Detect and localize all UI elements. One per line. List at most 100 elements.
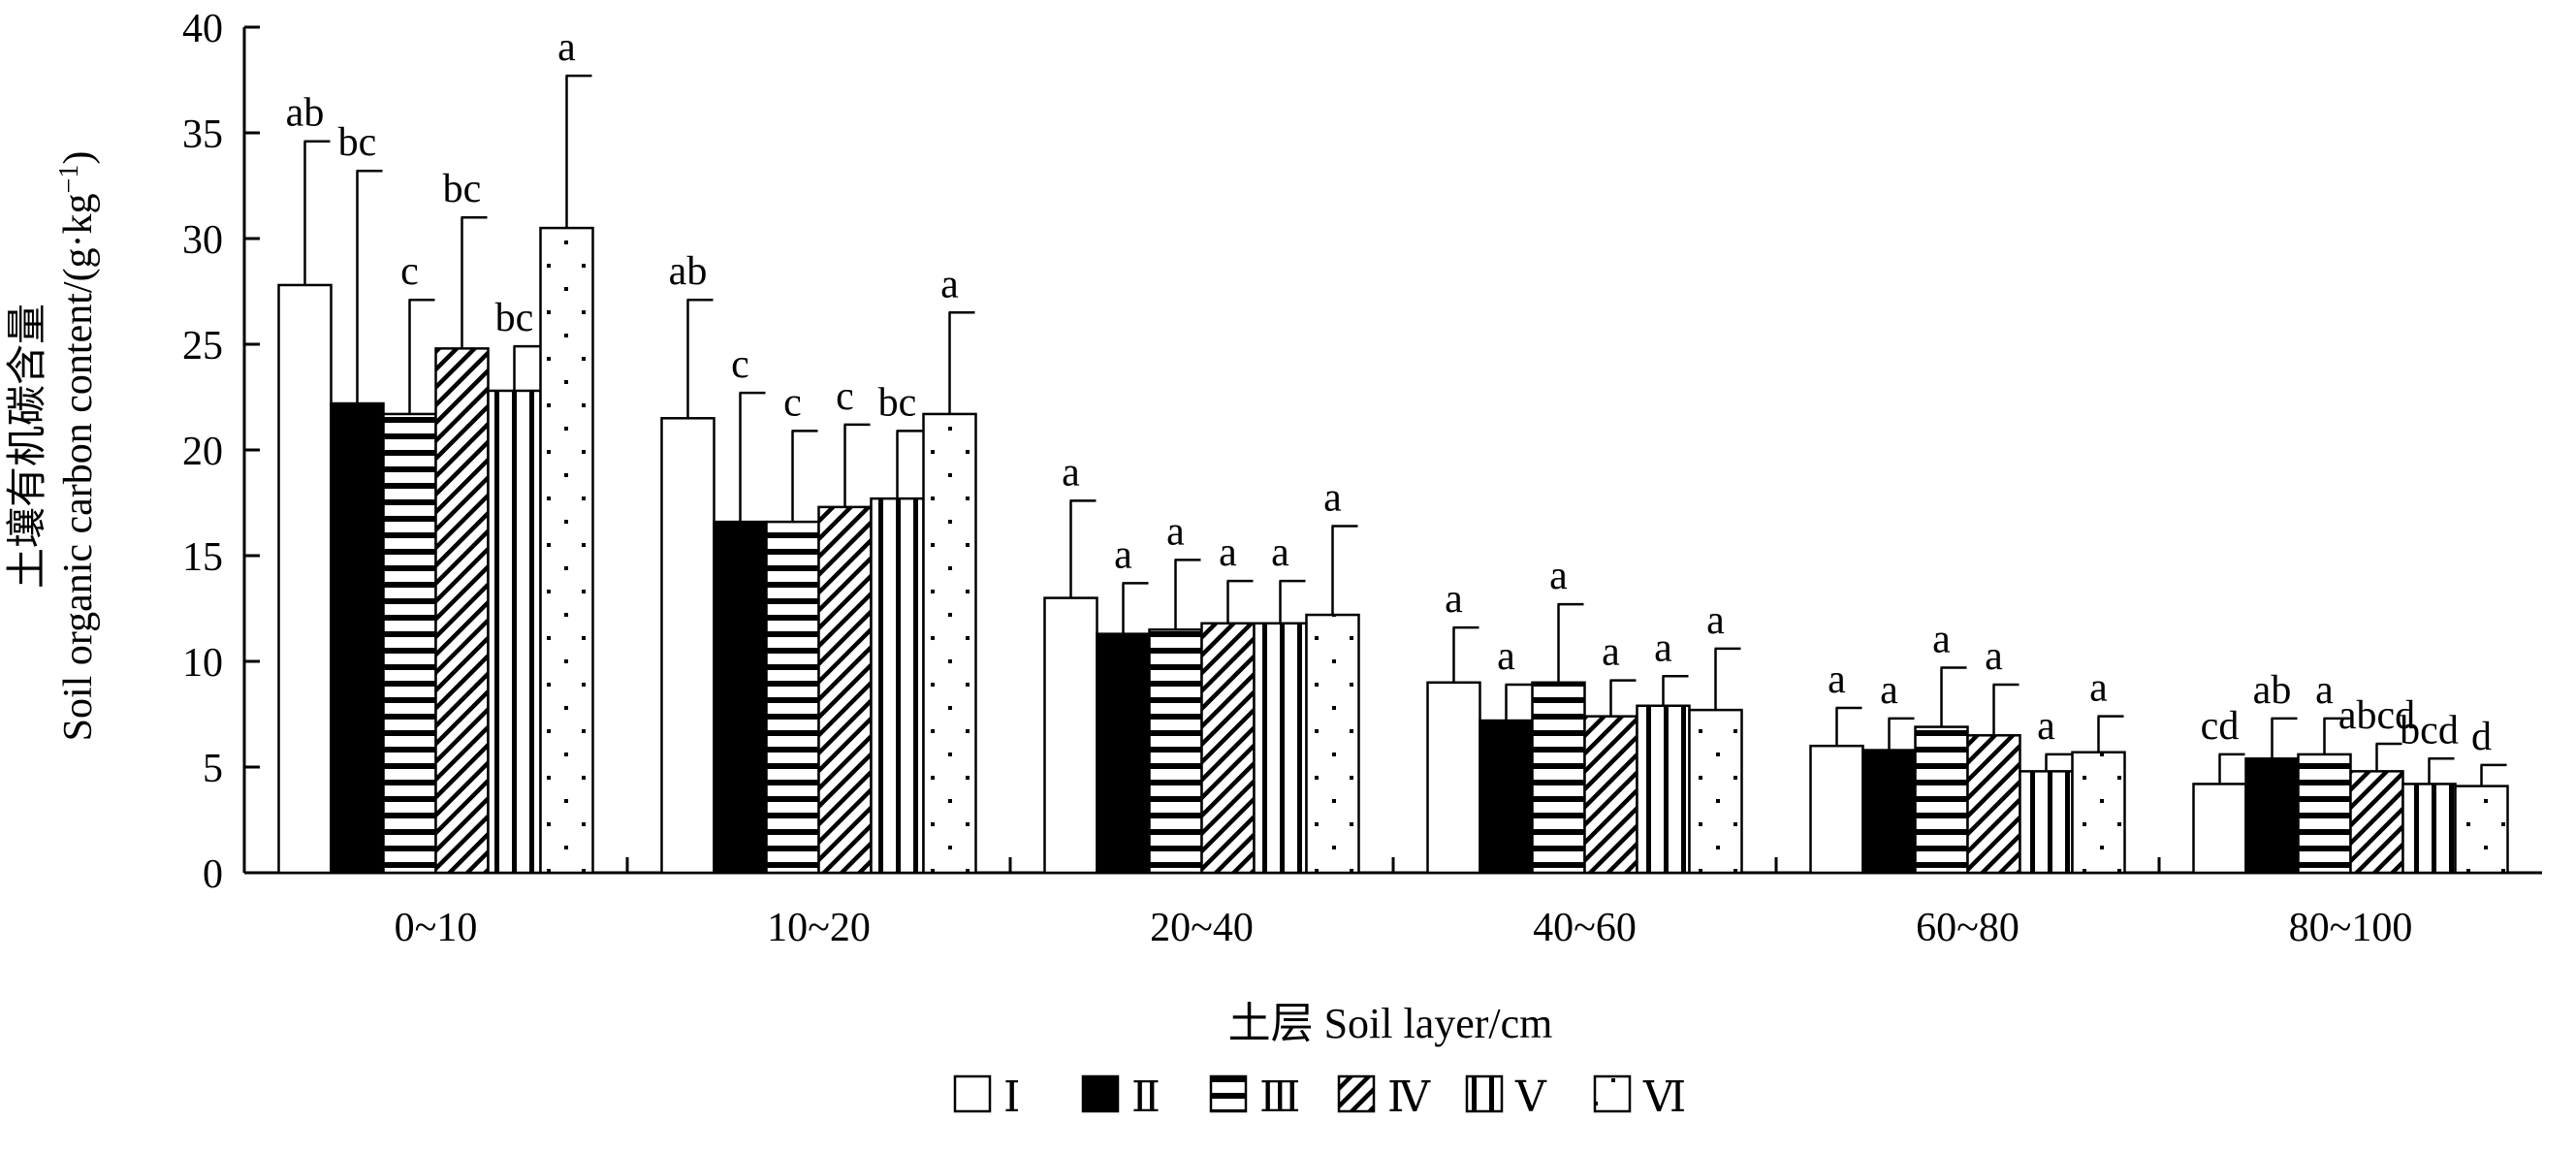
significance-label: c: [400, 249, 419, 294]
significance-label: a: [940, 262, 959, 306]
y-tick-label: 15: [182, 535, 223, 580]
legend-label: Ⅱ: [1131, 1073, 1161, 1121]
y-tick-label: 30: [182, 218, 223, 263]
significance-label: ab: [286, 91, 325, 136]
y-tick-label: 25: [182, 324, 223, 368]
significance-label: bc: [878, 380, 917, 425]
significance-label: a: [1706, 598, 1725, 643]
significance-label: bc: [495, 296, 534, 340]
significance-label: a: [1880, 668, 1898, 713]
significance-label: c: [836, 374, 854, 419]
significance-label: a: [1932, 618, 1951, 662]
x-tick-label: 10~20: [767, 906, 871, 950]
bar: [2192, 783, 2247, 875]
legend-swatch: [1465, 1074, 1504, 1113]
legend-label: Ⅰ: [1003, 1073, 1020, 1121]
bar: [2019, 770, 2074, 875]
bar: [1809, 744, 1864, 875]
legend-swatch: [1209, 1074, 1248, 1113]
bar: [817, 505, 873, 875]
significance-label: a: [2089, 666, 2108, 711]
significance-label: a: [1271, 530, 1289, 575]
significance-label: d: [2471, 715, 2492, 759]
significance-label: c: [731, 342, 749, 387]
significance-label: a: [1166, 509, 1185, 554]
legend-label: Ⅴ: [1514, 1073, 1547, 1121]
y-axis-title-cn: 土壤有机碳含量: [5, 304, 50, 589]
y-tick-label: 10: [182, 641, 223, 686]
bar: [1583, 715, 1638, 875]
bar: [1043, 596, 1098, 875]
bar: [870, 496, 925, 875]
significance-label: a: [2315, 668, 2334, 713]
bar: [1636, 704, 1691, 875]
x-tick-label: 60~80: [1916, 906, 2019, 950]
x-tick-label: 80~100: [2289, 906, 2413, 950]
y-tick-label: 0: [203, 852, 223, 897]
x-tick-label: 20~40: [1150, 906, 1254, 950]
bar: [1861, 749, 1917, 875]
bar: [1148, 628, 1203, 875]
significance-label: bc: [338, 120, 377, 165]
significance-label: a: [1549, 554, 1568, 598]
legend-label: Ⅳ: [1387, 1073, 1431, 1121]
y-axis-title-en: Soil organic carbon content/(g·kg−1): [54, 151, 101, 742]
bar: [1200, 622, 1256, 875]
significance-label: a: [1654, 625, 1672, 670]
legend-swatch: [1337, 1074, 1376, 1113]
bar: [1426, 681, 1481, 875]
significance-label: a: [1219, 530, 1237, 575]
bar: [1253, 622, 1308, 875]
bar: [330, 401, 385, 875]
bar: [1966, 734, 2021, 875]
significance-label: a: [1062, 450, 1080, 495]
bar: [765, 520, 820, 875]
significance-label: a: [1497, 634, 1515, 679]
x-tick-label: 0~10: [395, 906, 478, 950]
legend: Ⅰ Ⅱ Ⅲ Ⅳ Ⅴ Ⅵ: [953, 1073, 1686, 1121]
bar: [2071, 751, 2126, 875]
bar: [2349, 770, 2404, 875]
x-axis-title: 土层 Soil layer/cm: [1228, 1000, 1553, 1047]
bar: [2244, 757, 2300, 875]
bar: [382, 412, 437, 875]
significance-label: a: [1114, 532, 1132, 577]
significance-label: a: [1323, 475, 1342, 520]
y-tick-label: 35: [182, 112, 223, 157]
significance-label: a: [1445, 577, 1463, 622]
legend-swatch: [1593, 1074, 1632, 1113]
bar: [660, 417, 716, 875]
significance-label: ab: [2253, 668, 2292, 713]
bar: [1096, 632, 1151, 875]
bar: [2454, 785, 2509, 875]
significance-label: a: [557, 25, 576, 70]
bar: [922, 412, 977, 875]
bar: [1479, 719, 1534, 875]
bar: [2297, 753, 2352, 875]
significance-label: a: [2037, 704, 2055, 749]
significance-label: a: [1602, 630, 1620, 675]
significance-label: bc: [443, 167, 482, 211]
bar: [1531, 681, 1586, 875]
significance-label: bcd: [2400, 708, 2459, 753]
x-tick-label: 40~60: [1533, 906, 1637, 950]
significance-label: abcd: [2338, 693, 2415, 738]
bar: [2401, 783, 2457, 875]
bar: [1914, 725, 1969, 875]
legend-swatch: [1081, 1074, 1120, 1113]
significance-label: ab: [669, 249, 708, 294]
significance-label: c: [783, 380, 802, 425]
y-tick-label: 40: [182, 7, 223, 51]
bar: [434, 347, 490, 875]
bar: [539, 226, 594, 875]
significance-label: cd: [2201, 704, 2240, 749]
significance-label: a: [1828, 657, 1846, 702]
significance-label: a: [1985, 634, 2003, 679]
y-axis-title: 土壤有机碳含量 Soil organic carbon content/(g·k…: [5, 151, 101, 742]
bar: [487, 389, 542, 875]
y-tick-label: 5: [203, 747, 223, 791]
legend-label: Ⅵ: [1642, 1073, 1686, 1121]
bar: [1305, 613, 1360, 875]
